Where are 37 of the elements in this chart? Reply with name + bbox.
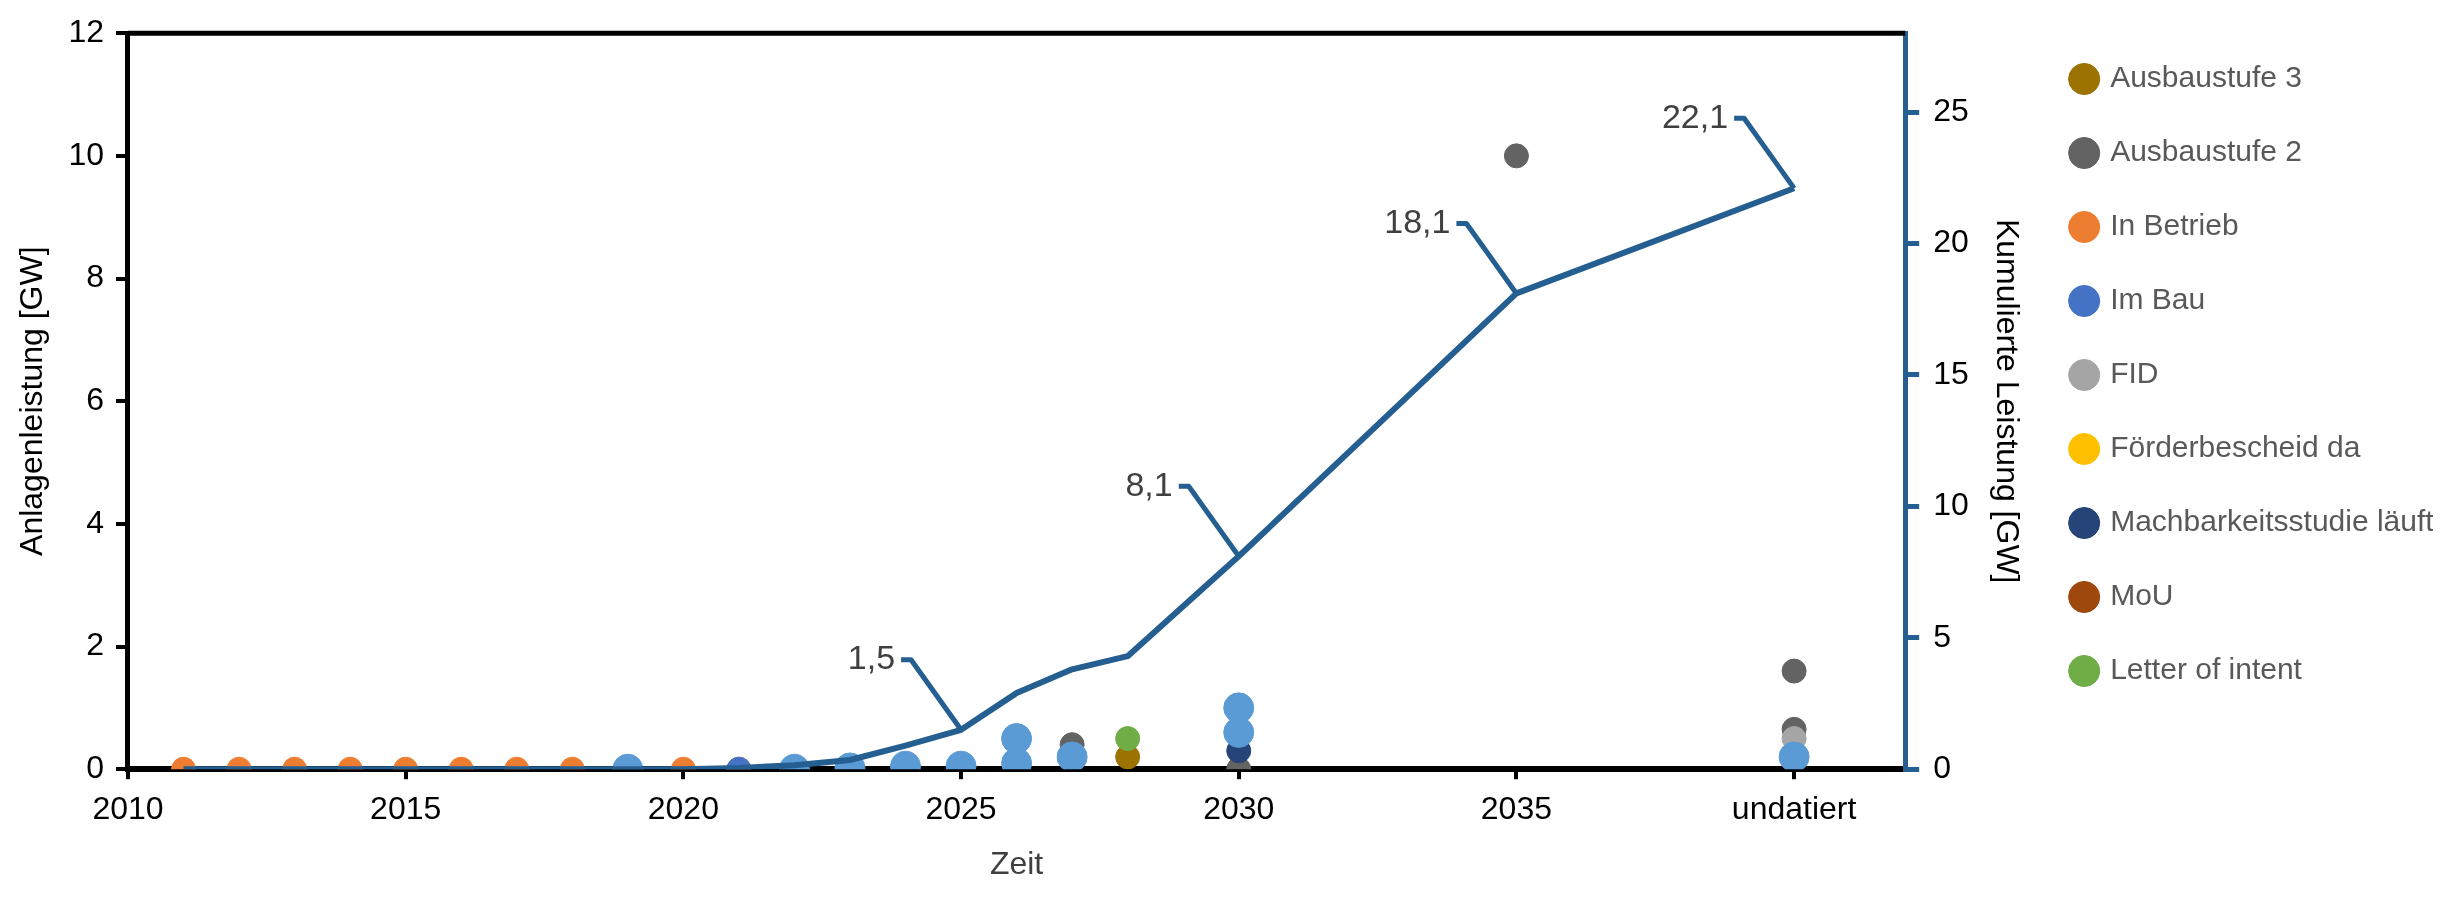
x-tick-label: 2035	[1480, 790, 1553, 827]
x-tick-label: 2030	[1203, 790, 1275, 827]
legend-label: Ausbaustufe 3	[2110, 60, 2302, 94]
legend-label: Letter of intent	[2110, 652, 2303, 686]
y2-axis-title: Kumulierte Leistung [GW]	[1990, 218, 2027, 584]
y-tick-label: 10	[68, 135, 104, 172]
x-tick-label: 2025	[925, 790, 997, 827]
y2-tick-label: 0	[1933, 749, 1951, 786]
y-tick-label: 8	[86, 258, 104, 295]
legend-label: Machbarkeitsstudie läuft	[2110, 504, 2435, 538]
y-tick-label: 6	[86, 381, 104, 418]
x-tick-label: undatiert	[1731, 790, 1857, 827]
x-tick-label: 2015	[370, 790, 442, 827]
x-tick-label: 2020	[647, 790, 719, 827]
x-tick-label: 2010	[92, 790, 164, 827]
y2-tick-label: 25	[1933, 91, 1969, 128]
y2-tick-label: 5	[1933, 617, 1951, 654]
y2-tick-label: 10	[1933, 486, 1969, 523]
y-tick-label: 0	[86, 749, 104, 786]
y2-tick-label: 20	[1933, 223, 1969, 260]
legend-label: Förderbescheid da	[2110, 430, 2361, 464]
legend-label: Im Bau	[2110, 282, 2206, 316]
y-tick-label: 12	[68, 13, 104, 50]
data-label: 8,1	[1125, 464, 1173, 503]
legend-label: FID	[2110, 356, 2159, 390]
data-label: 22,1	[1661, 96, 1729, 135]
legend-label: In Betrieb	[2110, 208, 2239, 242]
x-axis-title: Zeit	[989, 844, 1044, 881]
data-label: 18,1	[1384, 201, 1451, 240]
legend-label: Ausbaustufe 2	[2110, 134, 2302, 168]
y-tick-label: 4	[86, 503, 104, 540]
y2-tick-label: 15	[1933, 354, 1969, 391]
y-tick-label: 2	[86, 626, 104, 663]
data-label: 1,5	[847, 638, 896, 677]
point	[1503, 143, 1529, 169]
y-axis-title: Anlagenleistung [GW]	[13, 246, 50, 556]
legend-label: MoU	[2110, 578, 2174, 612]
